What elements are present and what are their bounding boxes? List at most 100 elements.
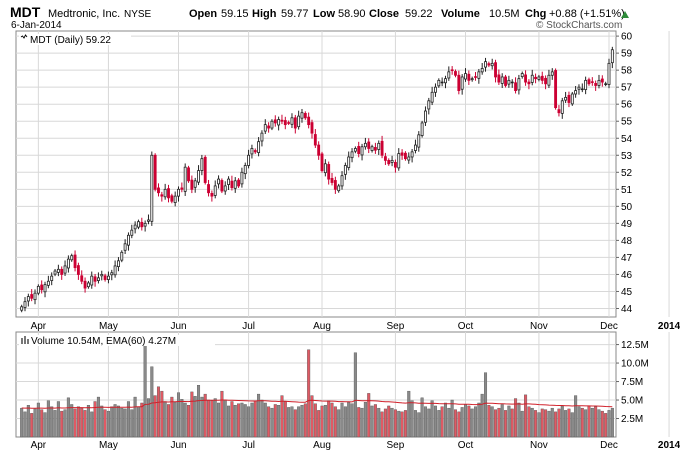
x-tick-label: Oct xyxy=(458,440,474,450)
volume-bar xyxy=(243,404,247,438)
candle xyxy=(383,152,387,165)
candle xyxy=(127,232,130,251)
volume-bar xyxy=(86,405,90,438)
candle xyxy=(283,116,287,130)
volume-bar xyxy=(230,401,234,438)
candle xyxy=(527,79,531,90)
candle xyxy=(237,178,241,188)
candle xyxy=(260,130,264,147)
candle xyxy=(310,119,314,139)
x-tick-label: 2014 xyxy=(658,321,680,332)
high-label: High xyxy=(252,8,277,20)
volume-bar xyxy=(557,408,561,438)
close-value: 59.22 xyxy=(405,8,433,20)
volume-bar xyxy=(417,412,421,438)
candle xyxy=(500,73,504,89)
volume-bar xyxy=(413,410,417,438)
watermark: © StockCharts.com xyxy=(536,20,622,31)
legend-line-icon xyxy=(20,34,28,39)
volume-bar xyxy=(40,409,44,438)
candle xyxy=(133,221,137,234)
volume-bar xyxy=(173,402,177,438)
x-tick-label: Aug xyxy=(313,440,331,450)
volume-bar xyxy=(330,402,334,438)
x-tick-label: Oct xyxy=(458,321,474,332)
volume-bar xyxy=(317,410,321,438)
candle xyxy=(497,69,501,85)
volume-tick-label: 2.5M xyxy=(621,414,643,425)
candle xyxy=(360,143,364,161)
volume-bar xyxy=(460,407,464,438)
candle xyxy=(123,239,127,255)
volume-bar xyxy=(220,390,224,438)
volume-bar xyxy=(564,410,568,438)
price-tick-label: 59 xyxy=(621,49,633,60)
candle xyxy=(110,269,114,281)
candle xyxy=(577,84,581,95)
volume-bar xyxy=(83,410,87,438)
volume-tick-label: 7.5M xyxy=(621,377,643,388)
candle xyxy=(327,161,331,185)
candle xyxy=(297,110,301,130)
candle xyxy=(514,77,517,94)
high-value: 59.77 xyxy=(281,8,309,20)
volume-bar xyxy=(257,393,261,438)
candle xyxy=(480,63,484,75)
candle xyxy=(467,70,471,85)
volume-bar xyxy=(53,410,57,438)
candle xyxy=(250,144,254,159)
candle xyxy=(167,184,170,203)
volume-bar xyxy=(223,399,227,438)
x-tick-label: Jun xyxy=(170,440,186,450)
volume-bar xyxy=(93,401,97,438)
candle xyxy=(407,152,411,164)
volume-bar xyxy=(574,395,578,438)
volume-bar xyxy=(494,409,498,438)
candle xyxy=(60,266,64,280)
volume-bar xyxy=(156,386,160,438)
volume-bar xyxy=(397,410,401,438)
x-tick-label: Jul xyxy=(242,321,255,332)
volume-bar-icon xyxy=(21,338,23,344)
volume-bar xyxy=(56,401,60,438)
volume-bar xyxy=(250,402,254,438)
candle xyxy=(343,162,347,180)
volume-bar xyxy=(550,407,554,438)
candle xyxy=(530,69,534,86)
volume-bar xyxy=(453,409,457,438)
volume-bar xyxy=(333,406,337,438)
candle xyxy=(187,165,190,183)
volume-bar xyxy=(350,403,354,438)
volume-bar xyxy=(544,409,548,438)
volume-bar xyxy=(103,409,107,438)
candle xyxy=(140,217,144,231)
volume-bar xyxy=(423,406,427,438)
volume-bar xyxy=(233,405,237,438)
volume-bar xyxy=(253,400,257,438)
candle xyxy=(293,114,297,134)
volume-bar xyxy=(187,405,191,438)
volume-legend-text: Volume 10.54M, EMA(60) 4.27M xyxy=(31,336,176,347)
volume-bar xyxy=(140,402,144,438)
volume-bar xyxy=(240,402,244,438)
volume-bar xyxy=(437,410,441,438)
volume-bar xyxy=(433,405,437,438)
candle xyxy=(574,85,578,98)
candle xyxy=(213,180,217,199)
candle xyxy=(330,172,334,186)
volume-bar xyxy=(420,397,424,438)
candle xyxy=(243,162,247,180)
candle xyxy=(584,76,588,95)
volume-tick-label: 5.0M xyxy=(621,396,643,407)
candle xyxy=(427,97,431,115)
price-tick-label: 44 xyxy=(621,304,633,315)
candle xyxy=(36,284,40,296)
candle xyxy=(540,71,544,85)
price-tick-label: 45 xyxy=(621,287,633,298)
candle xyxy=(66,255,70,273)
volume-bar xyxy=(597,409,601,438)
volume-bar xyxy=(490,406,494,438)
volume-bar xyxy=(387,405,391,438)
candle xyxy=(607,58,611,89)
volume-bar xyxy=(480,393,484,438)
